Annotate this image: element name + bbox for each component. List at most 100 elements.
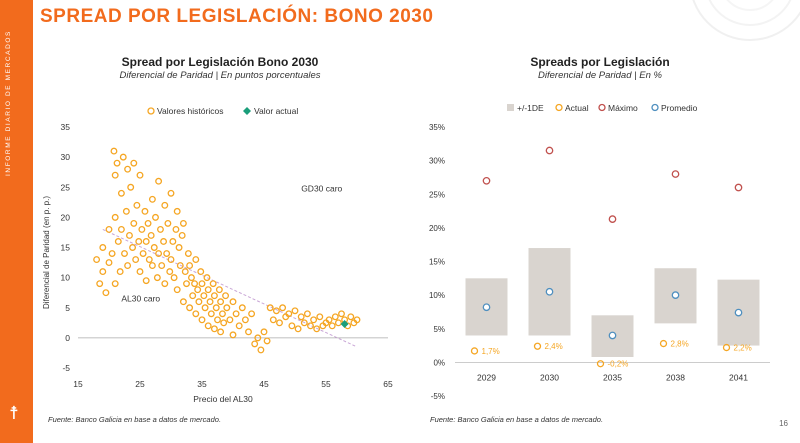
scatter-point [135,238,143,245]
scatter-point [132,256,140,263]
scatter-point [201,304,209,312]
y-tick-label: -5 [62,363,70,373]
scatter-point [347,313,355,321]
scatter-point [210,325,218,333]
scatter-point [152,213,159,221]
scatter-point [188,274,195,282]
scatter-point [163,250,171,257]
scatter-point [288,322,296,330]
scatter-point [191,280,199,288]
scatter-point [169,238,177,245]
scatter-point [136,268,144,276]
y-tick-label: 10% [429,291,445,300]
scatter-point [245,328,252,336]
x-tick-label: 35 [197,379,207,389]
scatter-point [217,298,225,306]
scatter-point [110,147,118,155]
scatter-point [121,250,128,257]
annotation-al30: AL30 caro [121,294,160,304]
scatter-point [96,280,104,288]
scatter-point [148,195,156,203]
x-tick-label: 65 [383,379,393,389]
max-marker [482,176,491,185]
scatter-point [179,298,187,306]
range-chart: +/-1DE Actual Máximo Promedio -5% 0% 5% 10% 15% 2… [429,103,770,401]
scatter-point [124,165,132,173]
scatter-point [210,292,218,300]
scatter-point [158,262,166,270]
legend-avg-marker [651,103,659,112]
scatter-point [303,310,311,318]
legend-actual-marker [555,103,563,112]
scatter-point [260,328,268,336]
scatter-point [111,280,119,288]
scatter-point [141,207,149,215]
scatter-point [142,277,150,285]
scatter-point [195,298,203,306]
max-marker [734,183,743,192]
scatter-point [307,322,314,330]
scatter-point [161,280,169,288]
scatter-point [155,177,163,185]
page-number: 16 [779,419,788,428]
scatter-point [183,280,190,288]
scatter-point [353,316,361,324]
scatter-point [214,316,221,324]
scatter-point [173,286,181,294]
scatter-point [198,316,206,324]
legend-max-marker [598,103,606,112]
scatter-point [254,334,262,342]
scatter-point [124,262,132,270]
scatter-point [184,250,192,257]
scatter-point [136,171,144,179]
brand-logo-icon: ☨ [9,403,19,423]
scatter-point [310,316,318,324]
x-tick-label: 15 [73,379,83,389]
scatter-point [142,238,150,245]
y-tick-label: 5% [433,325,445,334]
average-marker [608,331,617,340]
scatter-point [331,313,339,321]
y-tick-label: 20 [61,212,71,222]
scatter-point [179,219,187,227]
scatter-point [144,219,152,227]
scatter-point [285,310,293,318]
scatter-point [325,316,333,324]
y-tick-label: 0% [433,358,445,367]
scatter-point [248,310,256,318]
scatter-point [155,250,163,257]
left-chart-subtitle: Diferencial de Paridad | En puntos porce… [119,70,321,81]
scatter-point [291,307,299,315]
right-chart-title: Spreads por Legislación [530,55,670,69]
scatter-point [217,328,225,336]
page-title: SPREAD POR LEGISLACIÓN: BONO 2030 [40,6,434,27]
legend-max-label: Máximo [608,103,638,113]
scatter-point [263,337,271,345]
category-label: 2041 [729,372,748,382]
sidebar: INFORME DIARIO DE MERCADOS ☨ [0,0,33,443]
scatter-point [257,346,265,354]
average-marker [671,291,680,299]
average-marker [545,287,554,296]
y-tick-label: 30 [61,152,71,162]
scatter-point [215,286,223,294]
scatter-point [223,304,231,312]
scatter-point [316,313,324,321]
scatter-point [130,159,138,167]
scatter-point [122,207,130,215]
scatter-point [111,213,119,221]
actual-marker [470,347,479,355]
scatter-point [157,225,164,233]
scatter-point [150,244,158,251]
y-tick-label: 0 [65,333,70,343]
scatter-point [186,304,194,312]
average-marker [482,303,491,312]
scatter-point [167,256,175,263]
right-source: Fuente: Banco Galicia en base a datos de… [430,415,604,424]
legend-band-marker [507,104,514,111]
actual-value-label: 1,7% [482,347,500,356]
scatter-point [105,225,113,233]
scatter-chart: Valores históricos Valor actual -5 0 5 10 15 20… [42,106,393,404]
scatter-point [117,225,125,233]
scatter-point [192,310,200,318]
